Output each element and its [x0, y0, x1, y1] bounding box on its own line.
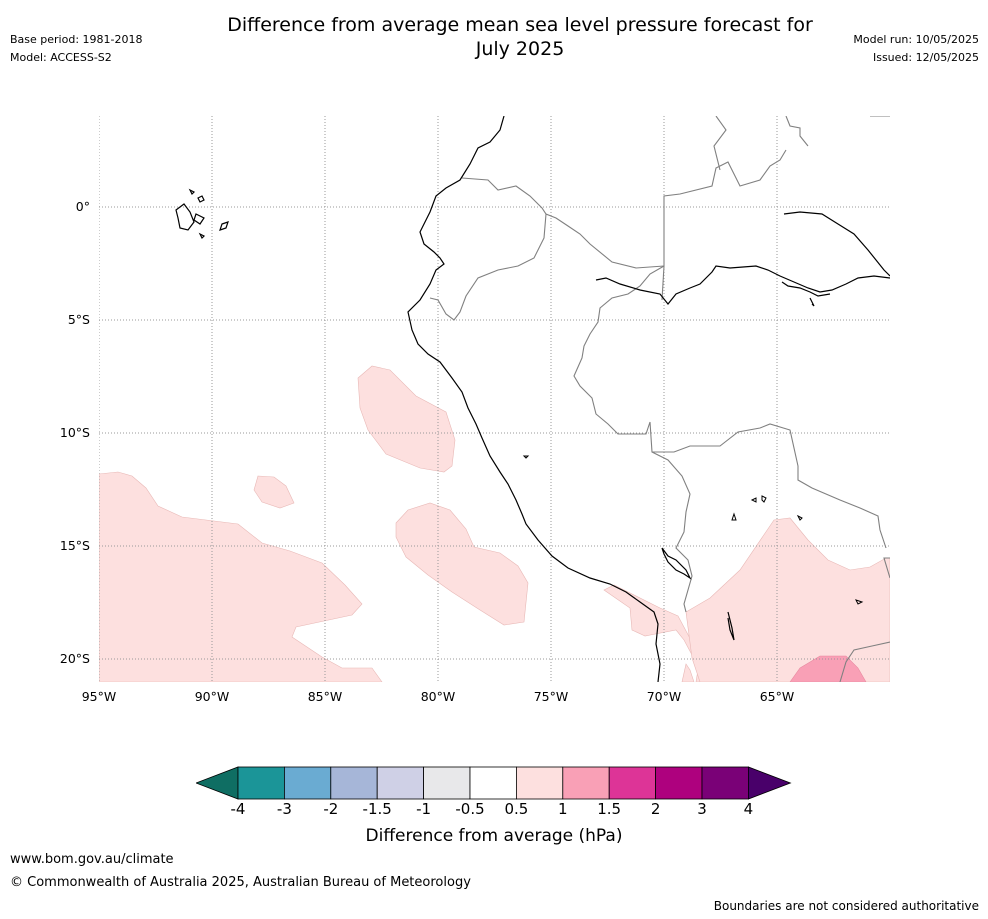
colorbar-segment — [655, 766, 703, 800]
colorbar-tick-label: 4 — [743, 800, 754, 818]
lon-label-70w: 70°W — [646, 689, 682, 704]
lon-label-65w: 65°W — [759, 689, 795, 704]
lon-label-85w: 85°W — [307, 689, 343, 704]
colorbar-segment — [701, 766, 749, 800]
issued-date: Issued: 12/05/2025 — [872, 51, 979, 64]
footer-url[interactable]: www.bom.gov.au/climate — [10, 852, 174, 867]
colorbar-segment — [515, 766, 564, 800]
lat-label-20s: 20°S — [59, 651, 90, 666]
galapagos-islands — [175, 188, 229, 240]
footer-copyright: © Commonwealth of Australia 2025, Austra… — [10, 875, 471, 890]
lakes — [522, 455, 864, 605]
colorbar-segment — [469, 766, 517, 800]
anomaly-shading — [99, 365, 890, 682]
colorbar-tick-label: -3 — [276, 800, 292, 818]
map-title: Difference from average mean sea level p… — [170, 13, 870, 61]
colorbar — [196, 766, 792, 800]
colorbar-segment — [376, 766, 424, 800]
lon-label-90w: 90°W — [194, 689, 230, 704]
lon-label-75w: 75°W — [533, 689, 569, 704]
anomaly-area-south-central — [395, 502, 529, 626]
colorbar-segment — [330, 766, 378, 800]
colorbar-tick-label: 1.5 — [597, 800, 622, 818]
colorbar-tick-label: 1 — [558, 800, 568, 818]
lon-label-80w: 80°W — [420, 689, 456, 704]
colorbar-tick-label: -1.5 — [362, 800, 392, 818]
anomaly-area-small — [253, 475, 295, 509]
anomaly-area-west — [99, 471, 383, 682]
footer-disclaimer: Boundaries are not considered authoritat… — [713, 899, 979, 913]
colorbar-tick-label: -1 — [416, 800, 432, 818]
colorbar-segment — [608, 766, 657, 800]
country-borders — [429, 116, 890, 682]
gridlines — [99, 116, 890, 682]
colorbar-tick-label: -2 — [323, 800, 339, 818]
anomaly-area-bolivia — [685, 517, 890, 682]
lat-label-15s: 15°S — [59, 538, 90, 553]
colorbar-arrow-low — [196, 766, 239, 800]
lat-label-10s: 10°S — [59, 425, 90, 440]
lon-label-95w: 95°W — [81, 689, 117, 704]
map-plot — [99, 116, 890, 682]
colorbar-segment — [237, 766, 285, 800]
title-line-1: Difference from average mean sea level p… — [227, 14, 813, 36]
colorbar-tick-label: -4 — [230, 800, 246, 818]
title-line-2: July 2025 — [475, 38, 565, 60]
colorbar-segment — [562, 766, 610, 800]
anomaly-area-bolivia-2 — [681, 663, 695, 682]
colorbar-segment — [284, 766, 332, 800]
model-run: Model run: 10/05/2025 — [853, 33, 979, 46]
colorbar-label: Difference from average (hPa) — [365, 826, 623, 846]
lat-label-5s: 5°S — [67, 312, 90, 327]
colorbar-tick-label: 0.5 — [504, 800, 529, 818]
base-period: Base period: 1981-2018 — [10, 33, 143, 46]
anomaly-area-high — [789, 655, 867, 682]
coastline — [407, 116, 890, 682]
colorbar-tick-label: 2 — [650, 800, 661, 818]
anomaly-area-peru-offshore — [357, 365, 456, 473]
lat-label-0: 0° — [75, 199, 90, 214]
colorbar-arrow-high — [748, 766, 792, 800]
colorbar-tick-label: 3 — [697, 800, 707, 818]
colorbar-tick-label: -0.5 — [455, 800, 485, 818]
model-name: Model: ACCESS-S2 — [10, 51, 112, 64]
colorbar-segment — [423, 766, 471, 800]
